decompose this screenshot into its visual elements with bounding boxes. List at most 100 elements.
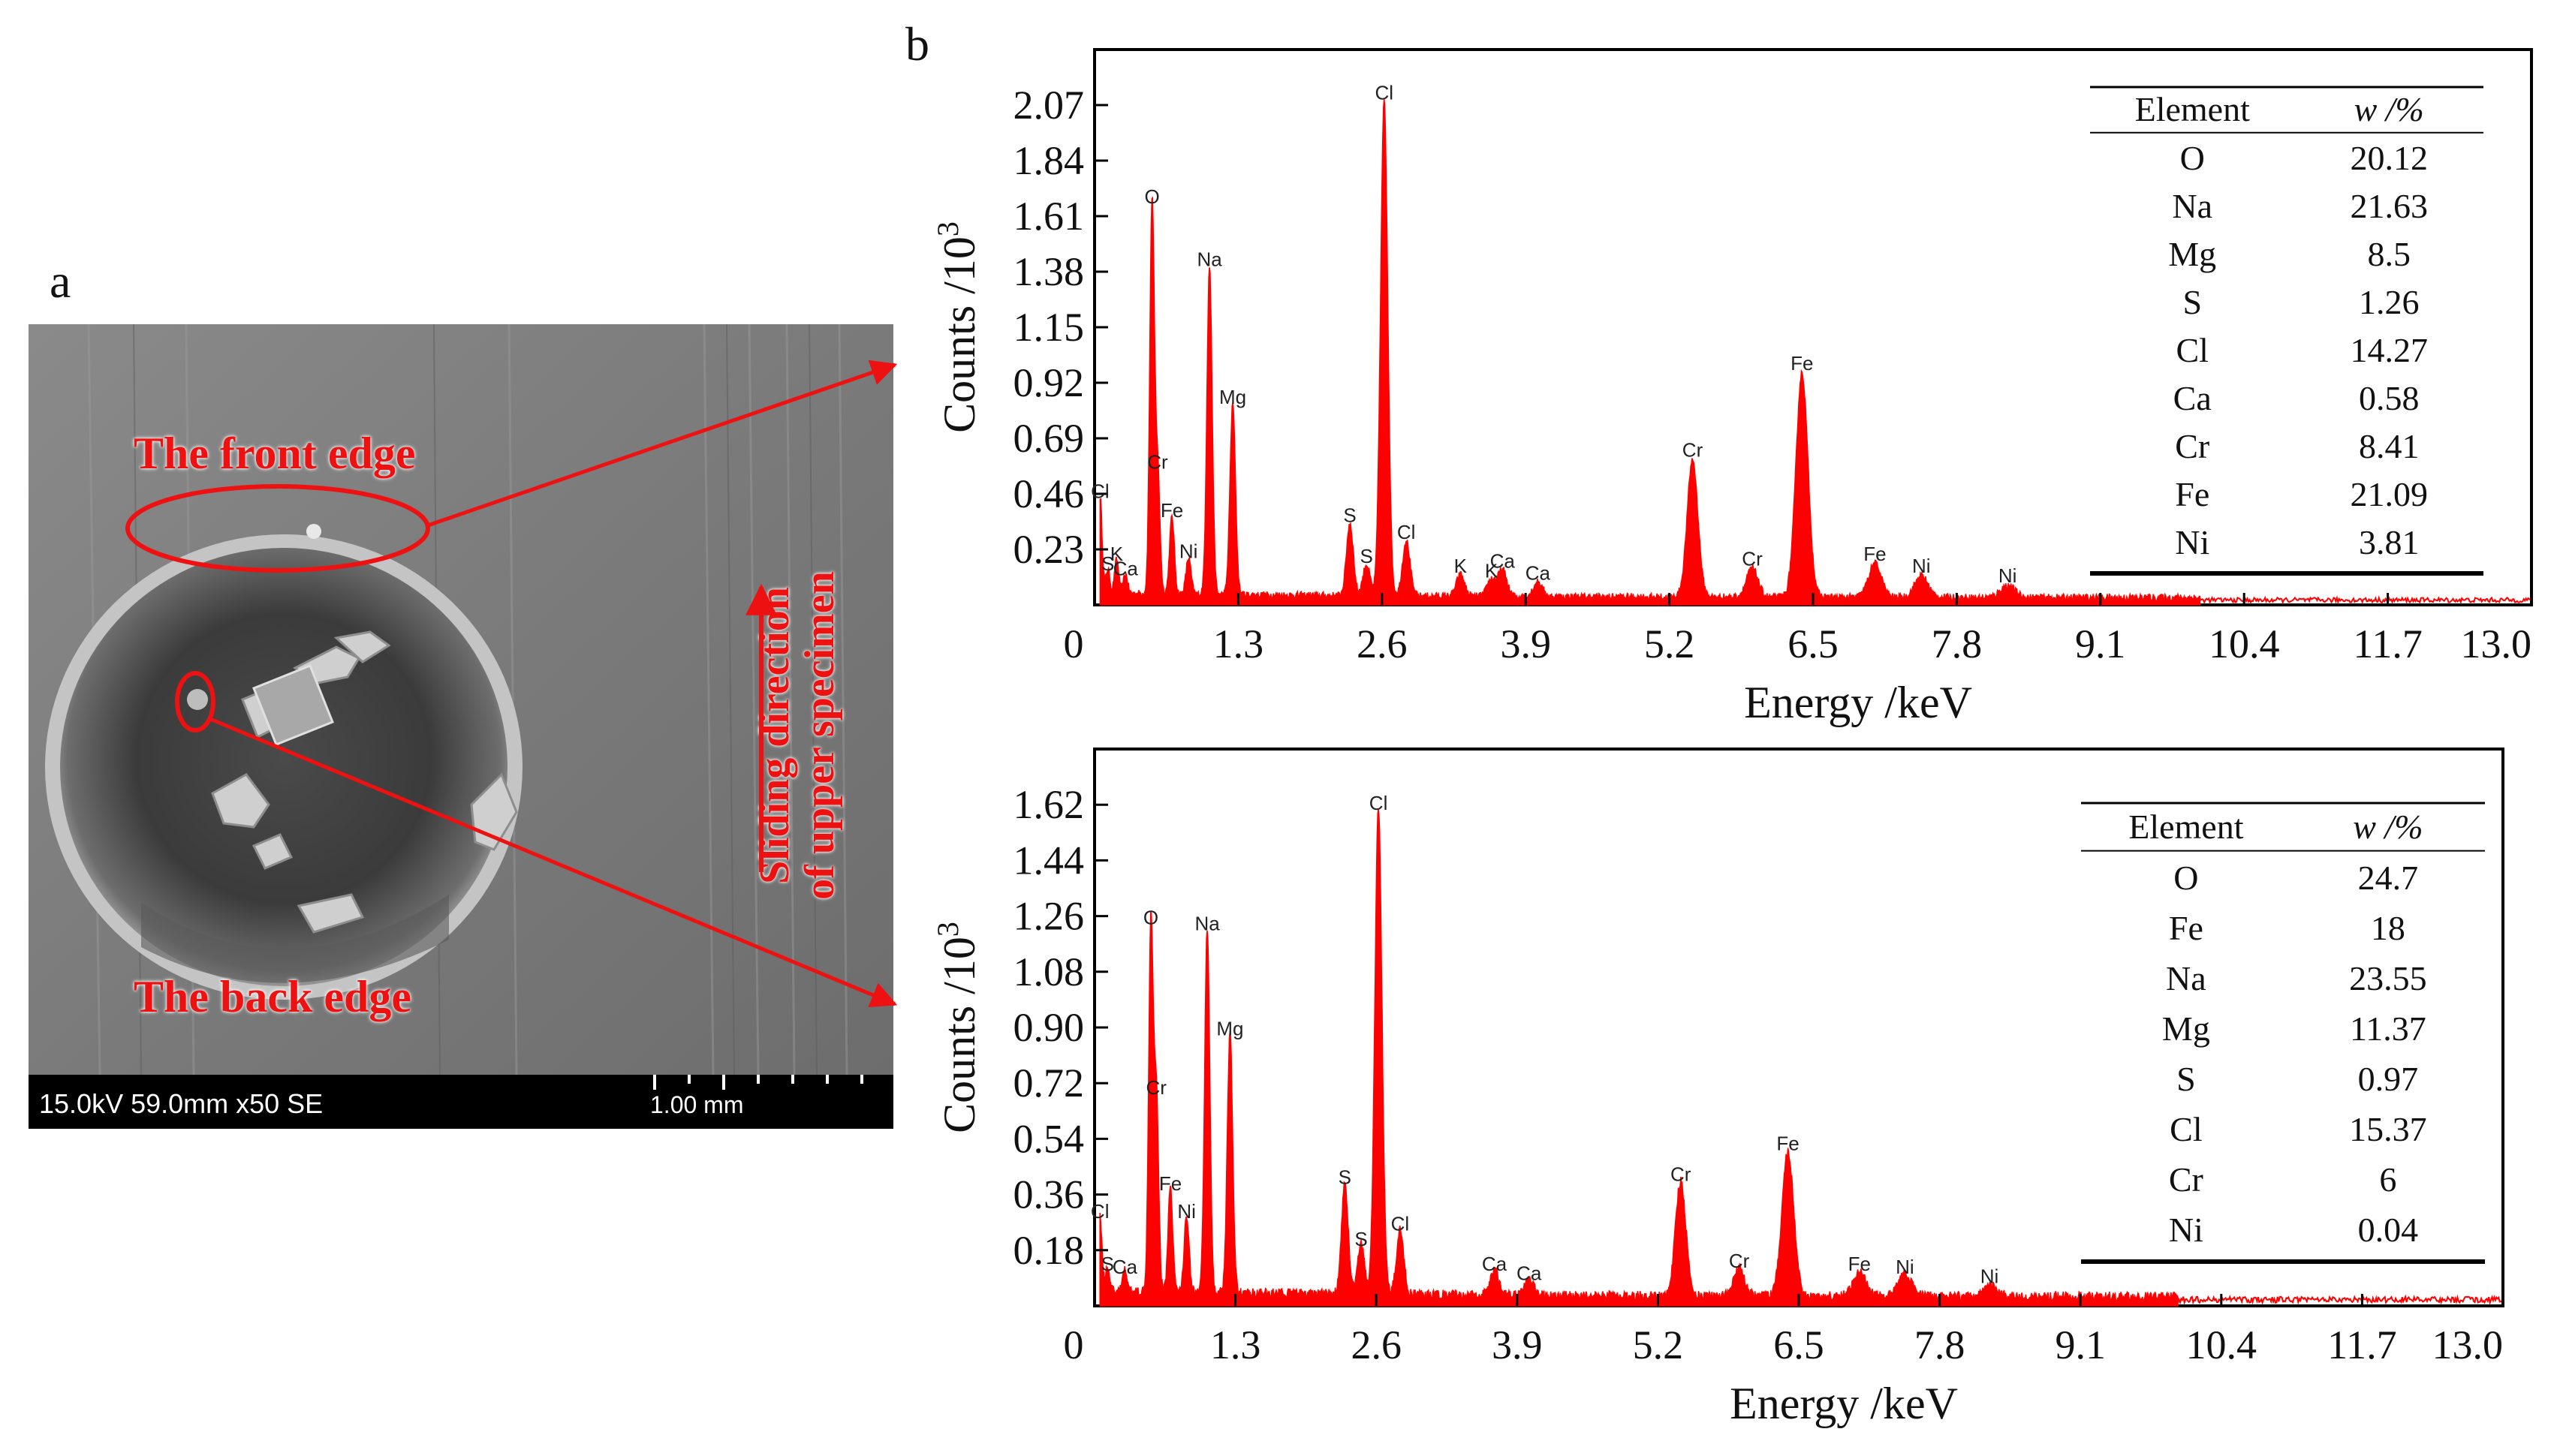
table-cell-value: 8.41 xyxy=(2359,427,2420,465)
x-tick-label: 1.3 xyxy=(1213,621,1264,666)
table-cell-value: 21.09 xyxy=(2350,475,2428,513)
peak-label: S xyxy=(1339,1166,1351,1189)
peak-label: Cl xyxy=(1369,792,1388,814)
table-cell-value: 0.97 xyxy=(2358,1060,2419,1098)
peak-label: Ni xyxy=(1177,1200,1196,1223)
peak-label: Ni xyxy=(1998,564,2017,587)
spectrum-area xyxy=(1099,98,2201,606)
peak-label: Ca xyxy=(1482,1253,1507,1275)
peak-label: Ca xyxy=(1113,557,1139,579)
table-cell-value: 14.27 xyxy=(2350,331,2428,369)
spectrum-tail xyxy=(2199,595,2532,605)
x-tick-label: 10.4 xyxy=(2209,621,2280,666)
table-cell-element: Ni xyxy=(2169,1211,2203,1249)
table-header-w: w /% xyxy=(2354,90,2424,128)
y-tick-label: 2.07 xyxy=(1013,83,1085,128)
front-edge-label: The front edge xyxy=(134,429,416,478)
x-tick-label: 9.1 xyxy=(2055,1322,2106,1367)
y-tick-label: 0.72 xyxy=(1013,1060,1085,1106)
table-cell-element: S xyxy=(2176,1060,2196,1098)
table-header-element: Element xyxy=(2135,90,2250,128)
y-axis-label: Counts /103 xyxy=(931,922,985,1133)
peak-label: Cl xyxy=(1391,1212,1410,1235)
table-cell-value: 20.12 xyxy=(2350,139,2428,177)
spectrum-series xyxy=(1099,98,2532,606)
y-tick-label: 1.38 xyxy=(1013,249,1085,294)
y-axis-ticks: 0.18 0.36 0.54 0.72 0.90 1.08 1.26 1.44 1.62 xyxy=(1013,782,1108,1273)
x-tick-label: 6.5 xyxy=(1773,1322,1824,1367)
y-axis-ticks: 0.23 0.46 0.69 0.92 1.15 1.38 1.61 1.84 2.07 xyxy=(1013,83,1108,572)
x-tick-label: 10.4 xyxy=(2186,1322,2257,1367)
table-cell-value: 0.04 xyxy=(2358,1211,2419,1249)
y-tick-label: 0.54 xyxy=(1013,1116,1085,1161)
y-tick-label: 1.15 xyxy=(1013,305,1085,350)
table-cell-element: Cl xyxy=(2170,1110,2202,1148)
peak-label: Cl xyxy=(1091,1200,1110,1223)
table-cell-element: Cl xyxy=(2176,331,2209,369)
peak-label: Cl xyxy=(1091,480,1110,502)
peak-label: Na xyxy=(1194,913,1220,935)
table-cell-value: 18 xyxy=(2371,909,2405,947)
peak-label: Cr xyxy=(1742,547,1763,570)
peak-label: S xyxy=(1360,545,1373,567)
peak-label: O xyxy=(1143,906,1158,928)
composition-table: Element w /% O 24.7 Fe 18 Na 23.55 Mg 11.37 S 0.97 C… xyxy=(2081,802,2485,1264)
y-tick-label: 1.26 xyxy=(1013,894,1085,939)
table-cell-element: Na xyxy=(2172,187,2212,225)
peak-label: K xyxy=(1485,559,1498,582)
peak-label: Cl xyxy=(1375,81,1393,104)
spectrum-tail xyxy=(2177,1294,2504,1306)
table-header-w: w /% xyxy=(2353,808,2423,846)
peak-label: Fe xyxy=(1159,1172,1182,1195)
peak-label: K xyxy=(1110,543,1124,565)
x-tick-label: 5.2 xyxy=(1633,1322,1684,1367)
x-tick-label: 5.2 xyxy=(1644,621,1695,666)
x-tick-label: 11.7 xyxy=(2353,621,2423,666)
plot-frame xyxy=(1093,748,2504,1307)
table-cell-element: Ca xyxy=(2173,379,2212,417)
peak-label: Ca xyxy=(1490,550,1516,573)
peak-label: Cr xyxy=(1729,1250,1750,1272)
peak-label: Cr xyxy=(1146,1076,1167,1099)
y-tick-label: 1.61 xyxy=(1013,194,1085,239)
x-tick-label: 9.1 xyxy=(2075,621,2126,666)
peak-label: Fe xyxy=(1161,499,1183,522)
table-cell-value: 6 xyxy=(2379,1160,2396,1199)
y-tick-label: 0.92 xyxy=(1013,360,1085,405)
x-tick-label: 7.8 xyxy=(1932,621,1983,666)
peak-label: Ca xyxy=(1113,1256,1138,1278)
x-tick-label: 2.6 xyxy=(1351,1322,1402,1367)
x-tick-label: 6.5 xyxy=(1787,621,1839,666)
table-cell-element: Cr xyxy=(2175,427,2209,465)
x-tick-label: 0 xyxy=(1064,1322,1084,1367)
y-tick-label: 0.46 xyxy=(1013,471,1085,516)
table-cell-element: S xyxy=(2182,283,2202,321)
x-tick-label: 2.6 xyxy=(1357,621,1408,666)
panel-label-b: b xyxy=(905,17,929,71)
table-cell-element: O xyxy=(2180,139,2205,177)
peak-label: Cr xyxy=(1682,439,1703,462)
y-tick-label: 0.69 xyxy=(1013,416,1085,461)
peak-label: Fe xyxy=(1791,352,1813,375)
table-cell-value: 11.37 xyxy=(2350,1009,2426,1048)
peak-label: Mg xyxy=(1216,1018,1243,1040)
peak-label: S xyxy=(1343,504,1356,526)
peak-label: S xyxy=(1354,1228,1367,1250)
peak-label: Na xyxy=(1197,248,1222,270)
x-tick-label: 7.8 xyxy=(1914,1322,1965,1367)
table-cell-value: 23.55 xyxy=(2349,959,2427,997)
x-tick-label: 3.9 xyxy=(1492,1322,1543,1367)
peak-label: Ca xyxy=(1516,1262,1542,1284)
table-cell-element: Fe xyxy=(2175,475,2209,513)
x-tick-label: 13.0 xyxy=(2432,1322,2504,1367)
spectrum-series xyxy=(1099,808,2504,1307)
x-axis-label: Energy /keV xyxy=(1744,678,1972,727)
spectrum-area xyxy=(1099,808,2179,1307)
table-cell-element: Cr xyxy=(2169,1160,2203,1199)
y-tick-label: 0.23 xyxy=(1013,527,1085,572)
x-tick-label: 0 xyxy=(1064,621,1084,666)
x-axis-label: Energy /keV xyxy=(1730,1379,1958,1428)
peak-label: S xyxy=(1101,552,1114,575)
peak-label: O xyxy=(1144,185,1159,208)
